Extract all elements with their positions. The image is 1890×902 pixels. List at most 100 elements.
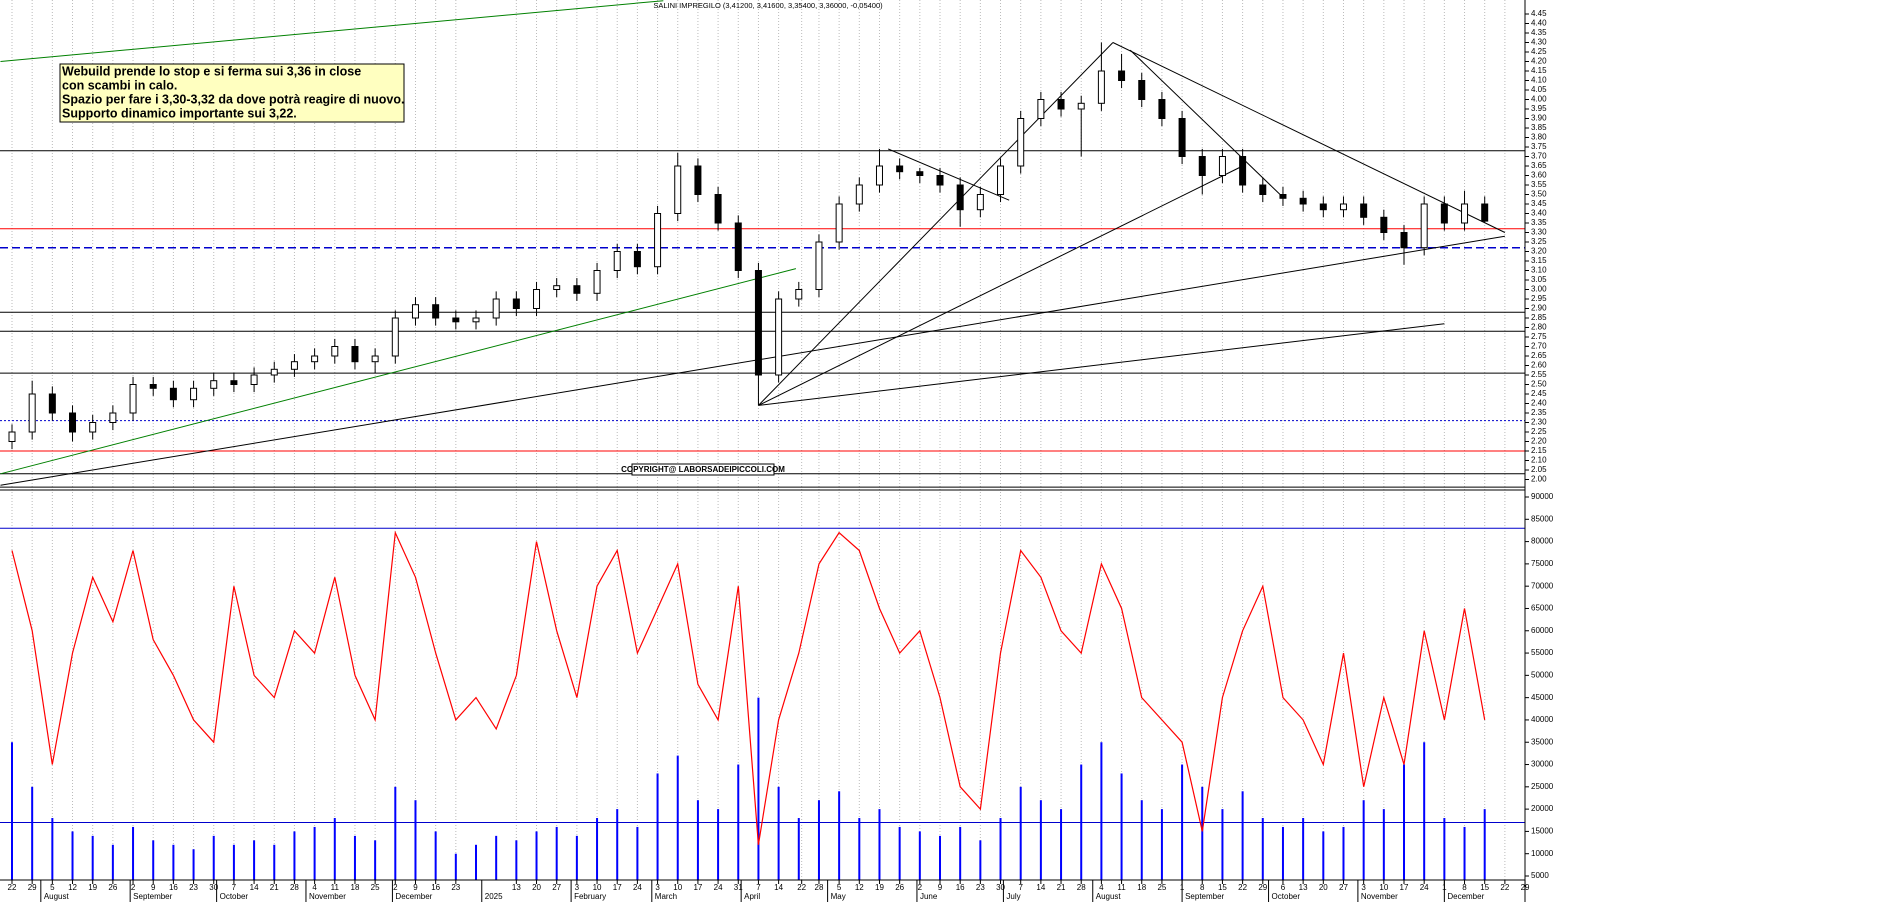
volume-bar — [1463, 826, 1466, 880]
y2-tick-label: 60000 — [1531, 626, 1554, 635]
y-tick-label: 2.85 — [1531, 313, 1547, 322]
candle-body — [1380, 216, 1388, 234]
y-tick-label: 2.00 — [1531, 475, 1547, 484]
x-tick-label: 27 — [552, 883, 561, 892]
month-label: August — [1096, 892, 1122, 901]
volume-bar — [374, 840, 377, 880]
candle-body — [936, 175, 944, 186]
volume-bar — [132, 826, 135, 880]
y-tick-label: 3.30 — [1531, 228, 1547, 237]
trend-line — [0, 268, 797, 475]
x-tick-label: 16 — [956, 883, 965, 892]
volume-bar — [1080, 764, 1083, 880]
y-tick-label: 4.05 — [1531, 85, 1547, 94]
x-tick-label: 24 — [1420, 883, 1429, 892]
x-tick-label: 7 — [756, 883, 761, 892]
volume-bar — [1281, 826, 1284, 880]
y-tick-label: 4.10 — [1531, 76, 1547, 85]
y-tick-label: 3.80 — [1531, 133, 1547, 142]
x-tick-label: 5 — [837, 883, 842, 892]
trend-line — [758, 323, 1445, 406]
candle-body — [1158, 99, 1166, 119]
x-tick-label: 5 — [50, 883, 55, 892]
y2-tick-label: 50000 — [1531, 670, 1554, 679]
month-label: December — [395, 892, 432, 901]
candle-body — [1198, 156, 1206, 176]
x-tick-label: 27 — [1339, 883, 1348, 892]
candle-body — [956, 184, 964, 211]
volume-bar — [434, 831, 437, 880]
candle-body — [694, 165, 702, 195]
candle-body — [775, 298, 783, 376]
x-tick-label: 8 — [1462, 883, 1467, 892]
x-tick-label: 28 — [1077, 883, 1086, 892]
candle-body — [674, 165, 682, 214]
trend-line — [758, 165, 1243, 406]
y-tick-label: 2.75 — [1531, 332, 1547, 341]
candle-body — [48, 393, 56, 414]
volume-bar — [1160, 809, 1163, 880]
x-tick-label: 3 — [575, 883, 580, 892]
volume-bar — [192, 849, 195, 880]
x-tick-label: 18 — [1137, 883, 1146, 892]
x-tick-label: 21 — [1057, 883, 1066, 892]
x-tick-label: 14 — [774, 883, 783, 892]
volume-bar — [1423, 742, 1426, 880]
volume-bar — [1019, 786, 1022, 880]
month-label: October — [220, 892, 249, 901]
x-tick-label: 3 — [655, 883, 660, 892]
x-tick-label: 23 — [976, 883, 985, 892]
y-tick-label: 3.35 — [1531, 218, 1547, 227]
y-tick-label: 3.85 — [1531, 123, 1547, 132]
x-tick-label: 19 — [875, 883, 884, 892]
trend-line — [0, 0, 664, 62]
y-tick-label: 3.25 — [1531, 237, 1547, 246]
candle-body — [391, 317, 399, 357]
x-tick-label: 6 — [1281, 883, 1286, 892]
candle-body — [432, 304, 440, 319]
y-tick-label: 2.70 — [1531, 342, 1547, 351]
volume-bar — [152, 840, 155, 880]
x-tick-label: 23 — [451, 883, 460, 892]
candle-body — [149, 384, 157, 389]
x-tick-label: 31 — [734, 883, 743, 892]
volume-bar — [898, 826, 901, 880]
y-tick-label: 2.30 — [1531, 418, 1547, 427]
y-tick-label: 3.50 — [1531, 190, 1547, 199]
volume-bar — [495, 835, 498, 880]
x-tick-label: 17 — [613, 883, 622, 892]
volume-bar — [1342, 826, 1345, 880]
y-tick-label: 2.55 — [1531, 370, 1547, 379]
x-tick-label: 22 — [8, 883, 17, 892]
volume-bar — [475, 844, 478, 880]
y-tick-label: 4.00 — [1531, 95, 1547, 104]
volume-bar — [515, 840, 518, 880]
month-label: July — [1006, 892, 1020, 901]
candle-body — [875, 165, 883, 186]
candle-body — [896, 165, 904, 173]
candle-body — [270, 368, 278, 376]
marks-layer — [0, 0, 1525, 880]
annotation-line: con scambi in calo. — [62, 78, 177, 92]
x-tick-label: 10 — [673, 883, 682, 892]
y-tick-label: 2.80 — [1531, 323, 1547, 332]
candle-body — [190, 387, 198, 401]
x-tick-label: 16 — [169, 883, 178, 892]
volume-bar — [1322, 831, 1325, 880]
candle-body — [1420, 203, 1428, 249]
month-label: September — [133, 892, 172, 901]
copyright: COPYRIGHT@ LABORSADEIPICCOLI.COM — [621, 465, 785, 474]
candle-body — [351, 346, 359, 363]
y-tick-label: 3.00 — [1531, 285, 1547, 294]
candle-body — [1400, 232, 1408, 249]
x-tick-label: 15 — [1218, 883, 1227, 892]
volume-bar — [414, 800, 417, 880]
candle-body — [452, 317, 460, 323]
x-tick-label: 30 — [209, 883, 218, 892]
volume-bar — [1039, 800, 1042, 880]
volume-bar — [596, 818, 599, 880]
y-tick-label: 3.45 — [1531, 199, 1547, 208]
x-tick-label: 28 — [815, 883, 824, 892]
x-tick-label: 25 — [371, 883, 380, 892]
